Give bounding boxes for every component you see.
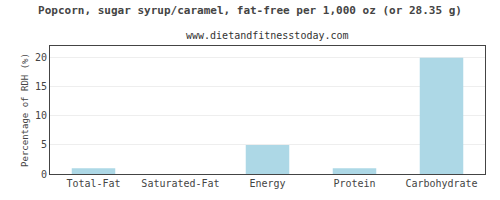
svg-text:Protein: Protein (333, 178, 375, 189)
svg-text:www.dietandfitnesstoday.com: www.dietandfitnesstoday.com (186, 30, 349, 41)
svg-text:Percentage of RDH (%): Percentage of RDH (%) (20, 53, 30, 167)
svg-text:Popcorn, sugar syrup/caramel,: Popcorn, sugar syrup/caramel, fat-free p… (38, 4, 462, 17)
svg-text:Saturated-Fat: Saturated-Fat (141, 178, 219, 189)
svg-text:5: 5 (41, 139, 47, 150)
svg-text:Carbohydrate: Carbohydrate (405, 178, 477, 189)
svg-text:15: 15 (35, 81, 47, 92)
svg-text:Energy: Energy (249, 178, 285, 189)
svg-text:10: 10 (35, 110, 47, 121)
svg-text:Total-Fat: Total-Fat (66, 178, 120, 189)
svg-text:20: 20 (35, 52, 47, 63)
svg-text:0: 0 (41, 169, 47, 180)
